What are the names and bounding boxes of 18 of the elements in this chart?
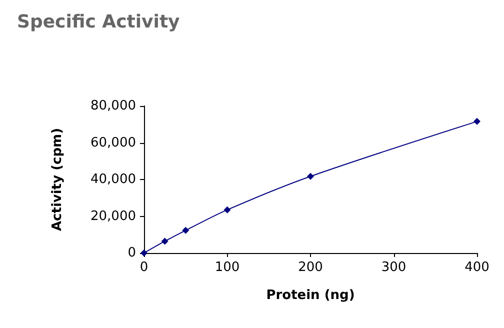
point xyxy=(474,118,480,125)
x-tick-label: 300 xyxy=(381,260,406,275)
point xyxy=(182,226,190,234)
y-tick-label: 0 xyxy=(128,246,136,260)
x-tick-label: 100 xyxy=(214,260,240,275)
x-tick-label: 400 xyxy=(464,260,490,275)
y-tick-label: 80,000 xyxy=(90,98,136,114)
x-tick-label: 0 xyxy=(140,260,148,275)
y-axis-title: Activity (cpm) xyxy=(50,128,65,232)
x-axis-title: Protein (ng) xyxy=(266,288,355,303)
y-tick-label: 20,000 xyxy=(90,208,136,224)
point xyxy=(161,238,168,245)
y-tick-label: 60,000 xyxy=(90,135,136,150)
x-tick-label: 200 xyxy=(298,260,323,275)
point xyxy=(224,206,231,214)
chart-title: Specific Activity xyxy=(17,12,180,32)
point xyxy=(307,172,314,180)
y-tick-label: 40,000 xyxy=(90,172,136,187)
